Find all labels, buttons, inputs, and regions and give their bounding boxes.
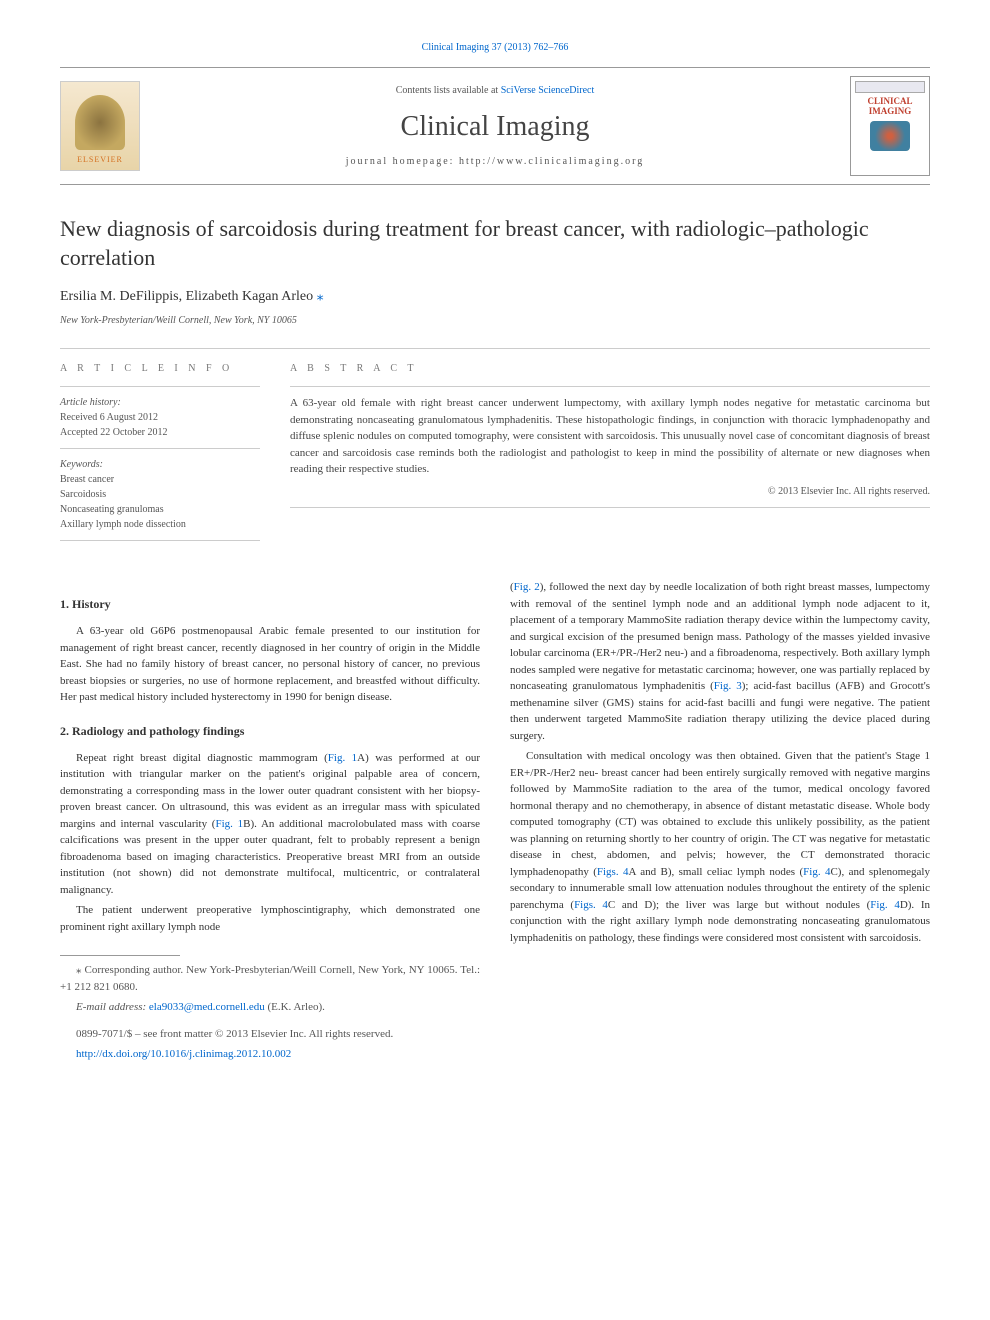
abstract: A B S T R A C T A 63-year old female wit…: [290, 361, 930, 549]
running-header: Clinical Imaging 37 (2013) 762–766: [60, 40, 930, 55]
figure-ref[interactable]: Figs. 4: [574, 899, 608, 911]
journal-cover-logo: CLINICAL IMAGING: [850, 76, 930, 176]
abstract-copyright: © 2013 Elsevier Inc. All rights reserved…: [290, 484, 930, 499]
elsevier-tree-icon: [75, 95, 125, 150]
paragraph: The patient underwent preoperative lymph…: [60, 902, 480, 935]
author-names: Ersilia M. DeFilippis, Elizabeth Kagan A…: [60, 289, 313, 304]
paragraph: (Fig. 2), followed the next day by needl…: [510, 579, 930, 744]
email-footnote: E-mail address: ela9033@med.cornell.edu …: [60, 999, 480, 1016]
divider: [290, 507, 930, 508]
figure-ref[interactable]: Fig. 1: [328, 752, 357, 764]
divider: [60, 540, 260, 541]
homepage-url[interactable]: http://www.clinicalimaging.org: [459, 156, 644, 167]
section-heading-1: 1. History: [60, 595, 480, 613]
cover-title: CLINICAL IMAGING: [855, 97, 925, 117]
abstract-text: A 63-year old female with right breast c…: [290, 395, 930, 478]
contents-line: Contents lists available at SciVerse Sci…: [140, 83, 850, 98]
contents-prefix: Contents lists available at: [396, 85, 501, 96]
figure-ref[interactable]: Fig. 4: [870, 899, 900, 911]
section-heading-2: 2. Radiology and pathology findings: [60, 722, 480, 740]
figure-ref[interactable]: Fig. 2: [514, 581, 540, 593]
cover-image-icon: [870, 121, 910, 151]
paragraph: Repeat right breast digital diagnostic m…: [60, 750, 480, 899]
doi-link[interactable]: http://dx.doi.org/10.1016/j.clinimag.201…: [76, 1048, 291, 1060]
abstract-heading: A B S T R A C T: [290, 361, 930, 376]
info-abstract-row: A R T I C L E I N F O Article history: R…: [60, 348, 930, 549]
paragraph: A 63-year old G6P6 postmenopausal Arabic…: [60, 623, 480, 706]
homepage-prefix: journal homepage:: [346, 156, 459, 167]
email-suffix: (E.K. Arleo).: [265, 1001, 325, 1013]
publisher-logo: ELSEVIER: [60, 81, 140, 171]
body-columns: 1. History A 63-year old G6P6 postmenopa…: [60, 579, 930, 1067]
figure-ref[interactable]: Figs. 4: [597, 866, 629, 878]
paragraph: Consultation with medical oncology was t…: [510, 748, 930, 946]
left-column: 1. History A 63-year old G6P6 postmenopa…: [60, 579, 480, 1067]
authors: Ersilia M. DeFilippis, Elizabeth Kagan A…: [60, 286, 930, 307]
email-label: E-mail address:: [76, 1001, 149, 1013]
issn-line: 0899-7071/$ – see front matter © 2013 El…: [60, 1026, 480, 1043]
divider: [60, 448, 260, 449]
journal-title: Clinical Imaging: [140, 106, 850, 148]
history-label: Article history:: [60, 395, 260, 410]
publisher-name: ELSEVIER: [77, 154, 123, 170]
keyword: Noncaseating granulomas: [60, 502, 260, 517]
figure-ref[interactable]: Fig. 4: [803, 866, 830, 878]
info-heading: A R T I C L E I N F O: [60, 361, 260, 376]
corresponding-mark[interactable]: ⁎: [317, 289, 324, 304]
accepted-date: Accepted 22 October 2012: [60, 425, 260, 440]
article-info: A R T I C L E I N F O Article history: R…: [60, 361, 260, 549]
received-date: Received 6 August 2012: [60, 410, 260, 425]
header-center: Contents lists available at SciVerse Sci…: [140, 83, 850, 169]
divider: [290, 386, 930, 387]
affiliation: New York-Presbyterian/Weill Cornell, New…: [60, 313, 930, 328]
keyword: Breast cancer: [60, 472, 260, 487]
divider: [60, 386, 260, 387]
corresponding-footnote: ⁎ Corresponding author. New York-Presbyt…: [60, 962, 480, 995]
cover-flag-icon: [855, 81, 925, 93]
doi-line: http://dx.doi.org/10.1016/j.clinimag.201…: [60, 1046, 480, 1063]
figure-ref[interactable]: Fig. 3: [714, 680, 742, 692]
email-link[interactable]: ela9033@med.cornell.edu: [149, 1001, 265, 1013]
keyword: Sarcoidosis: [60, 487, 260, 502]
keyword: Axillary lymph node dissection: [60, 517, 260, 532]
footnote-separator: [60, 955, 180, 956]
citation-link[interactable]: Clinical Imaging 37 (2013) 762–766: [422, 42, 569, 53]
journal-header: ELSEVIER Contents lists available at Sci…: [60, 67, 930, 185]
figure-ref[interactable]: Fig. 1: [215, 818, 243, 830]
article-title: New diagnosis of sarcoidosis during trea…: [60, 215, 930, 272]
right-column: (Fig. 2), followed the next day by needl…: [510, 579, 930, 1067]
sciencedirect-link[interactable]: SciVerse ScienceDirect: [501, 85, 595, 96]
journal-homepage: journal homepage: http://www.clinicalima…: [140, 154, 850, 169]
keywords-label: Keywords:: [60, 457, 260, 472]
